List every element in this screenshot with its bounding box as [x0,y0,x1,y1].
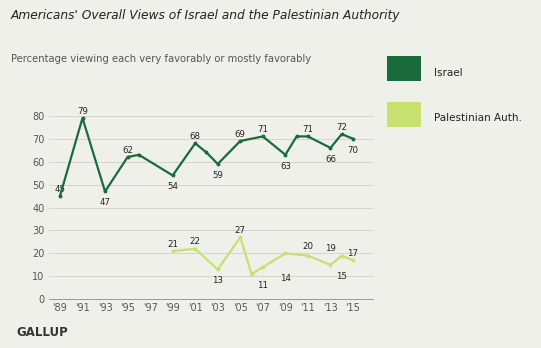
Text: 62: 62 [122,146,133,155]
Text: 14: 14 [280,274,291,283]
Text: 21: 21 [167,240,178,249]
Text: 79: 79 [77,107,88,116]
Text: GALLUP: GALLUP [16,326,68,339]
Text: 71: 71 [302,125,313,134]
Text: 27: 27 [235,226,246,235]
Text: 47: 47 [100,198,110,207]
Text: 54: 54 [167,182,178,191]
Text: Percentage viewing each very favorably or mostly favorably: Percentage viewing each very favorably o… [11,54,311,64]
Text: 59: 59 [212,171,223,180]
Text: 70: 70 [347,146,359,155]
Text: 63: 63 [280,162,291,171]
Text: 68: 68 [190,132,201,141]
Text: 20: 20 [302,242,313,251]
Text: 72: 72 [337,123,347,132]
Text: 15: 15 [337,272,347,281]
Text: 66: 66 [325,155,336,164]
Text: 19: 19 [325,244,336,253]
Text: 22: 22 [190,237,201,246]
FancyBboxPatch shape [386,56,421,81]
Text: Israel: Israel [434,68,462,78]
Text: 13: 13 [212,276,223,285]
Text: 71: 71 [258,125,268,134]
Text: 45: 45 [55,185,65,194]
Text: 69: 69 [235,130,246,139]
Text: 11: 11 [258,281,268,290]
Text: 17: 17 [347,249,359,258]
Text: Americans' Overall Views of Israel and the Palestinian Authority: Americans' Overall Views of Israel and t… [11,9,400,22]
Text: Palestinian Auth.: Palestinian Auth. [434,113,522,123]
FancyBboxPatch shape [386,102,421,127]
